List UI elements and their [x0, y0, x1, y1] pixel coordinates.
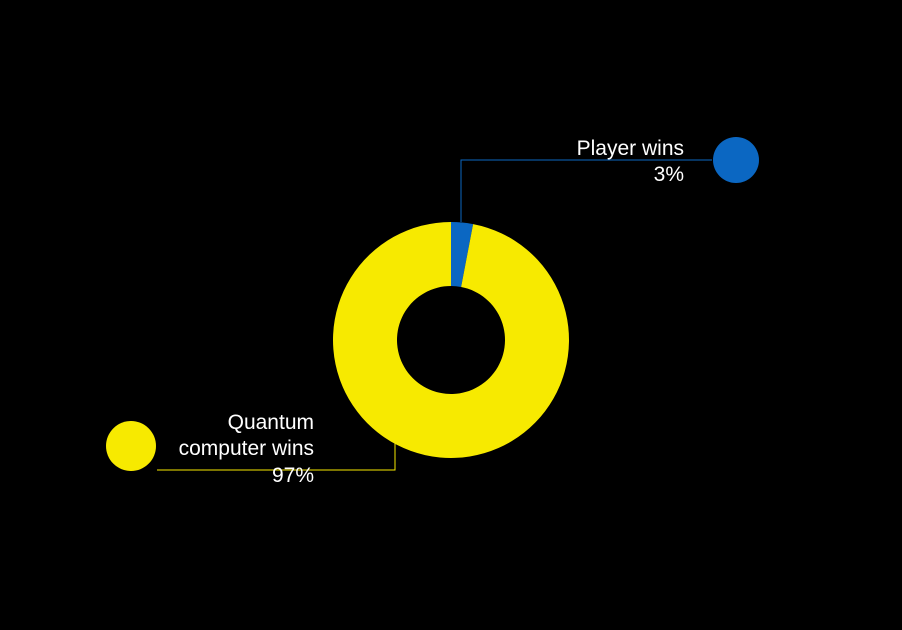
label-quantum-value: 97% — [179, 463, 314, 489]
label-player: Player wins 3% — [577, 136, 684, 189]
label-player-title: Player wins — [577, 137, 684, 160]
donut-svg — [0, 0, 902, 630]
label-player-value: 3% — [577, 162, 684, 188]
label-quantum: Quantumcomputer wins 97% — [179, 410, 314, 489]
donut-chart: Player wins 3% Quantumcomputer wins 97% — [0, 0, 902, 630]
label-quantum-title: Quantumcomputer wins — [179, 411, 314, 460]
